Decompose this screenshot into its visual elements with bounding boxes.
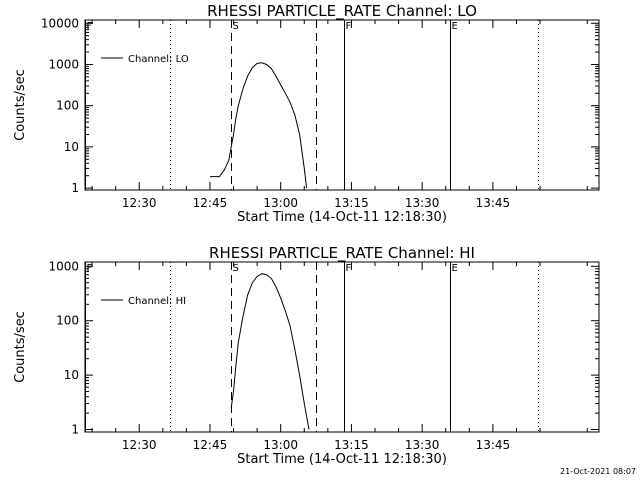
x-tick-label: 13:30	[405, 196, 440, 210]
marker-label: E	[452, 263, 458, 274]
y-tick-label: 10	[64, 368, 79, 382]
series-line	[230, 273, 310, 430]
y-axis-label: Counts/sec	[13, 311, 28, 383]
y-tick-label: 1000	[48, 259, 79, 273]
y-axis-label: Counts/sec	[13, 69, 28, 141]
x-tick-label: 13:45	[476, 438, 511, 452]
x-axis-label: Start Time (14-Oct-11 12:18:30)	[237, 210, 447, 225]
y-tick-label: 1	[71, 181, 79, 195]
footer-timestamp: 21-Oct-2021 08:07	[560, 467, 636, 476]
marker-label: F	[87, 263, 93, 274]
marker-label: F	[346, 263, 352, 274]
chart-title: RHESSI PARTICLE_RATE Channel: HI	[209, 244, 475, 263]
x-axis-label: Start Time (14-Oct-11 12:18:30)	[237, 452, 447, 467]
marker-label: F	[346, 21, 352, 32]
x-tick-label: 13:00	[263, 196, 298, 210]
chart-panel-lo: RHESSI PARTICLE_RATE Channel: LO 12:30 12:…	[13, 2, 600, 225]
x-tick-label: 13:45	[476, 196, 511, 210]
y-tick-label: 10	[64, 140, 79, 154]
series-line	[210, 62, 308, 189]
legend-entry: Channel: LO	[128, 54, 189, 65]
marker-label: F	[87, 21, 93, 32]
y-tick-label: 100	[56, 314, 79, 328]
y-tick-label: 10000	[41, 16, 79, 30]
plot-frame	[84, 261, 600, 433]
x-tick-label: 13:30	[405, 438, 440, 452]
x-tick-label: 12:30	[122, 438, 157, 452]
chart-title: RHESSI PARTICLE_RATE Channel: LO	[207, 2, 477, 21]
y-tick-label: 1000	[48, 57, 79, 71]
x-tick-label: 13:00	[263, 438, 298, 452]
x-tick-label: 12:45	[193, 438, 228, 452]
x-tick-label: 13:15	[334, 438, 369, 452]
chart-panel-hi: RHESSI PARTICLE_RATE Channel: HI 12:30 12:…	[13, 244, 600, 467]
y-tick-label: 1	[71, 423, 79, 437]
marker-label: E	[452, 21, 458, 32]
x-tick-label: 12:45	[193, 196, 228, 210]
y-tick-label: 100	[56, 99, 79, 113]
x-tick-label: 12:30	[122, 196, 157, 210]
x-tick-label: 13:15	[334, 196, 369, 210]
marker-label: S	[233, 21, 239, 32]
legend-entry: Channel: HI	[128, 296, 186, 307]
marker-label: S	[233, 263, 239, 274]
plot-frame	[84, 19, 600, 191]
